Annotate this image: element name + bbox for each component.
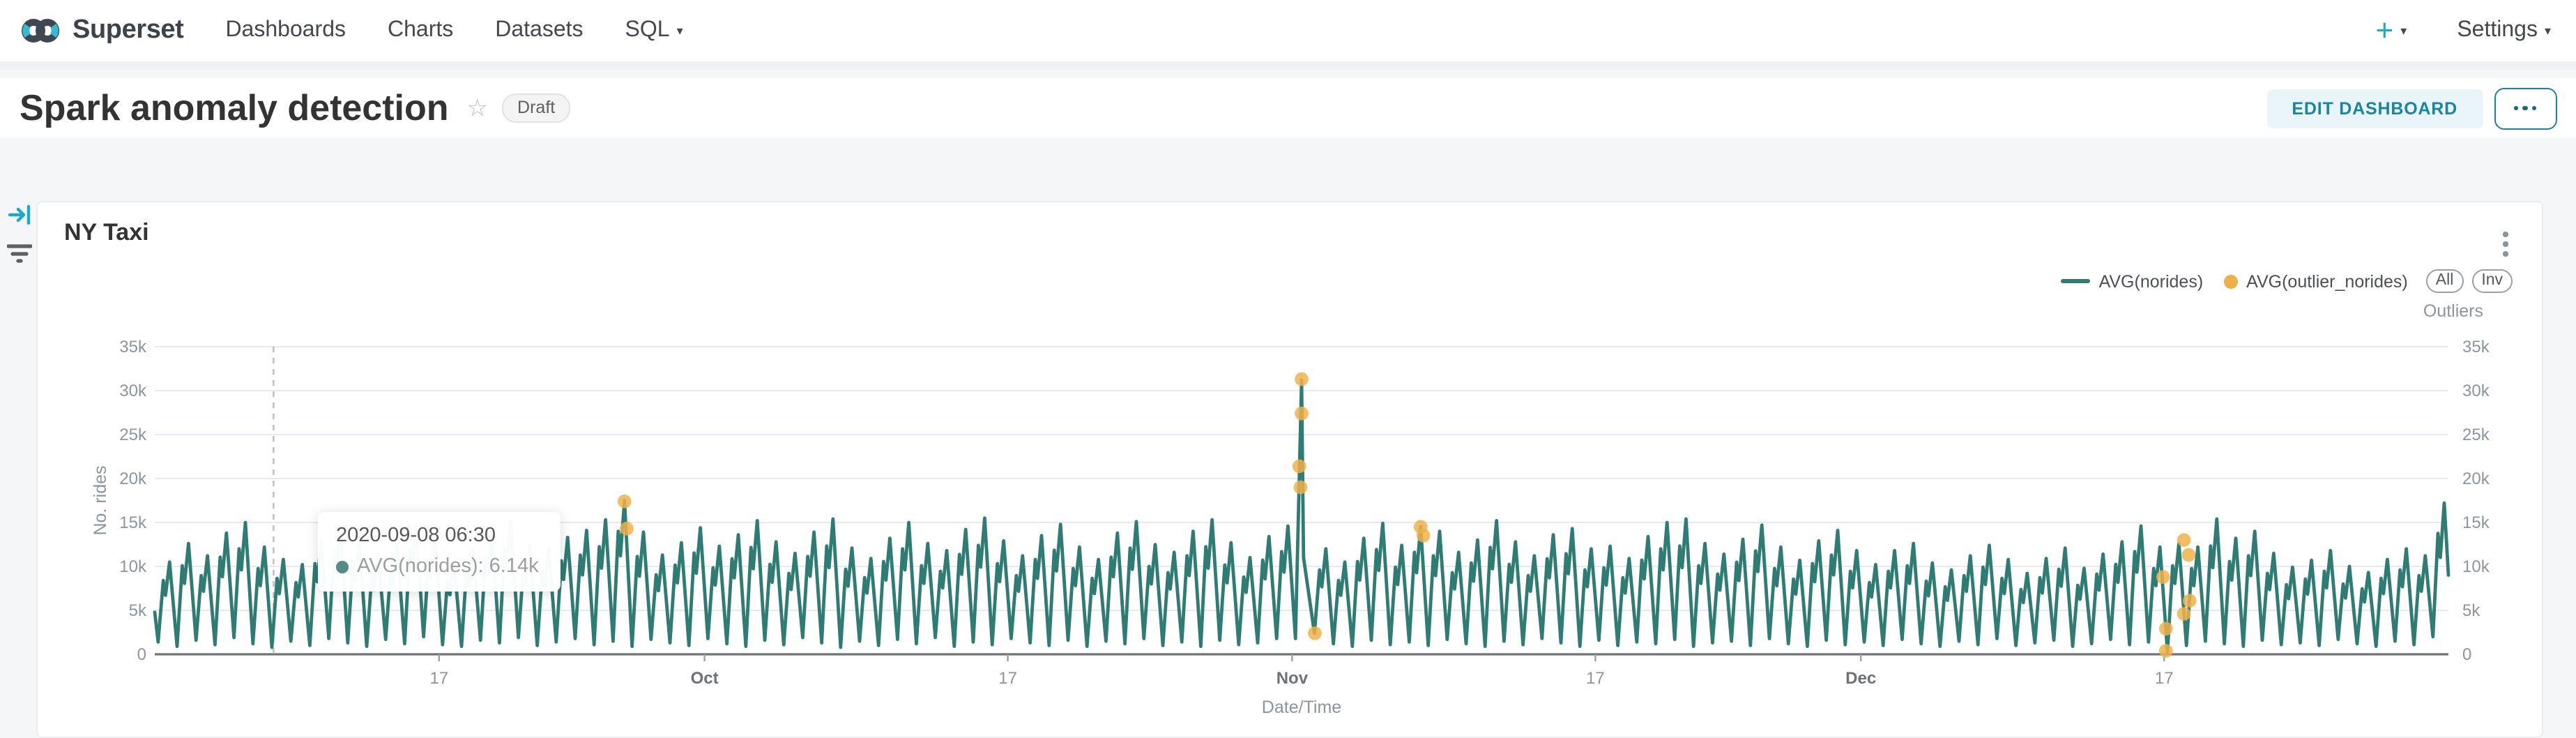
svg-text:No. rides: No. rides: [91, 465, 110, 535]
outliers-group-label: Outliers: [2423, 301, 2483, 321]
tooltip-value: AVG(norides): 6.14k: [357, 555, 539, 578]
svg-text:5k: 5k: [129, 601, 147, 620]
svg-text:Oct: Oct: [691, 669, 719, 688]
outliers-inv-button[interactable]: Inv: [2471, 269, 2513, 293]
svg-text:25k: 25k: [2462, 426, 2490, 444]
tooltip-series-dot: [336, 560, 349, 573]
new-item-button[interactable]: + ▾: [2375, 13, 2407, 47]
svg-text:15k: 15k: [119, 513, 147, 532]
dashboard-more-button[interactable]: [2494, 87, 2556, 129]
dashboard-header: Spark anomaly detection ☆ Draft EDIT DAS…: [0, 78, 2576, 138]
svg-text:25k: 25k: [119, 426, 147, 444]
page-title: Spark anomaly detection: [20, 86, 449, 128]
status-badge: Draft: [502, 93, 571, 123]
expand-filter-bar-icon[interactable]: [8, 204, 33, 233]
legend-item-outlier-norides[interactable]: AVG(outlier_norides): [2246, 271, 2408, 291]
settings-menu[interactable]: Settings ▾: [2457, 18, 2551, 42]
superset-logo-icon: [20, 17, 61, 45]
svg-text:10k: 10k: [119, 557, 147, 576]
svg-text:20k: 20k: [119, 469, 147, 488]
tooltip-date: 2020-09-08 06:30: [336, 525, 496, 547]
timeseries-plot[interactable]: 0 0 5k 5k 10k 10k 15k 15k 20k 20k 25k 25k 30k 30k 35k 3…: [84, 314, 2538, 732]
svg-text:30k: 30k: [119, 382, 147, 400]
svg-text:Dec: Dec: [1845, 669, 1876, 688]
svg-text:10k: 10k: [2462, 557, 2490, 576]
edit-dashboard-button[interactable]: EDIT DASHBOARD: [2266, 89, 2483, 128]
chart-legend: AVG(norides) AVG(outlier_norides) All In…: [2061, 269, 2513, 293]
navbar: Superset Dashboards Charts Datasets SQL …: [0, 0, 2576, 70]
svg-text:35k: 35k: [119, 338, 147, 356]
caret-down-icon: ▾: [676, 23, 683, 37]
svg-text:20k: 20k: [2462, 469, 2490, 488]
chart-kebab-menu-icon[interactable]: [2496, 225, 2515, 264]
nav-item-charts[interactable]: Charts: [388, 18, 454, 42]
favorite-star-icon[interactable]: ☆: [466, 94, 489, 121]
nav-item-sql[interactable]: SQL ▾: [625, 18, 683, 42]
svg-text:17: 17: [1586, 669, 1605, 688]
legend-dot-swatch: [2224, 274, 2239, 288]
svg-text:5k: 5k: [2462, 601, 2480, 620]
svg-text:17: 17: [998, 669, 1017, 688]
svg-text:Date/Time: Date/Time: [1262, 698, 1341, 717]
caret-down-icon: ▾: [2400, 23, 2407, 37]
chart-card: NY Taxi AVG(norides) AVG(outlier_norides…: [36, 201, 2543, 738]
brand-name: Superset: [73, 15, 184, 45]
chart-title: NY Taxi: [64, 219, 149, 246]
legend-line-swatch: [2061, 279, 2091, 283]
plus-icon: +: [2375, 13, 2394, 47]
svg-text:30k: 30k: [2462, 382, 2490, 400]
nav-item-dashboards[interactable]: Dashboards: [225, 18, 346, 42]
superset-logo[interactable]: Superset: [20, 15, 184, 46]
svg-text:15k: 15k: [2462, 513, 2490, 532]
svg-text:17: 17: [429, 669, 448, 688]
chart-tooltip: 2020-09-08 06:30 AVG(norides): 6.14k: [318, 512, 561, 592]
legend-item-norides[interactable]: AVG(norides): [2098, 271, 2204, 291]
filter-icon[interactable]: [6, 243, 33, 271]
outliers-all-button[interactable]: All: [2425, 269, 2464, 293]
svg-text:35k: 35k: [2462, 338, 2490, 356]
svg-text:17: 17: [2155, 669, 2174, 688]
nav-item-datasets[interactable]: Datasets: [495, 18, 584, 42]
svg-text:0: 0: [2462, 645, 2471, 664]
svg-text:Nov: Nov: [1276, 669, 1309, 688]
svg-text:0: 0: [137, 645, 146, 664]
caret-down-icon: ▾: [2544, 23, 2551, 37]
